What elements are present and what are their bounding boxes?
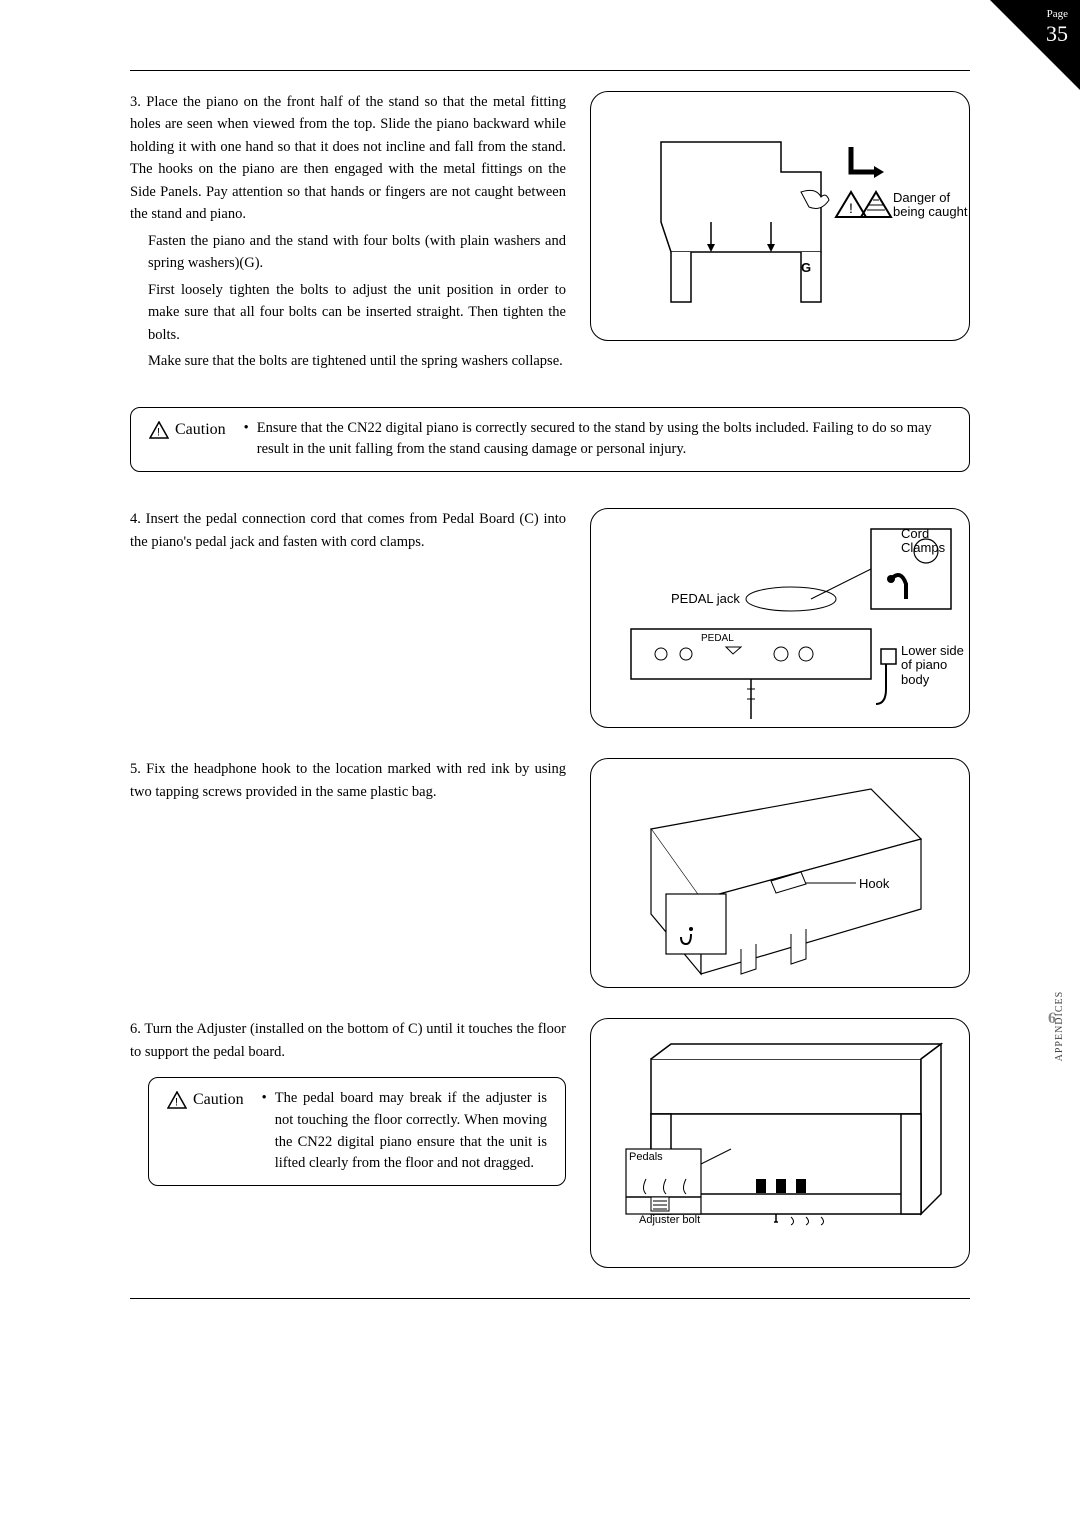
warning-icon: ! xyxy=(167,1091,187,1109)
rule-bottom xyxy=(130,1298,970,1299)
caution-2-text: The pedal board may break if the adjuste… xyxy=(275,1088,547,1175)
step-3-p4: Make sure that the bolts are tightened u… xyxy=(130,350,566,372)
step-5-text-wrap: 5. Fix the headphone hook to the locatio… xyxy=(130,758,566,807)
bullet-dot: • xyxy=(244,418,249,462)
step-4-number: 4. xyxy=(130,511,141,527)
figure-step-4: PEDAL jack CordClamps PEDAL Lower side o… xyxy=(590,508,970,728)
step-4-text: Insert the pedal connection cord that co… xyxy=(130,511,566,549)
svg-text:!: ! xyxy=(175,1097,178,1109)
figure-step-6-svg xyxy=(591,1019,971,1269)
figure-step-5-svg xyxy=(591,759,971,989)
fig3-danger2: being caught xyxy=(893,204,967,219)
step-6-number: 6. xyxy=(130,1021,141,1037)
fig3-label-g: G xyxy=(801,260,811,275)
fig5-hook: Hook xyxy=(859,876,889,891)
step-3-text: 3. Place the piano on the front half of … xyxy=(130,91,566,377)
step-3-p3: First loosely tighten the bolts to adjus… xyxy=(130,279,566,346)
step-5-text: Fix the headphone hook to the location m… xyxy=(130,761,566,799)
step-5: 5. Fix the headphone hook to the locatio… xyxy=(130,758,970,988)
fig4-cord: CordClamps xyxy=(901,527,945,556)
section-tab: APPENDICES xyxy=(1055,991,1066,1062)
caution-1-text: Ensure that the CN22 digital piano is co… xyxy=(257,418,951,462)
chapter-number: 6 xyxy=(1048,1010,1056,1028)
step-6-text-wrap: 6. Turn the Adjuster (installed on the b… xyxy=(130,1018,566,1186)
fig6-pedals: Pedals xyxy=(629,1151,663,1163)
figure-step-5: Hook xyxy=(590,758,970,988)
svg-text:!: ! xyxy=(157,426,160,438)
step-3-number: 3. xyxy=(130,94,141,110)
warning-icon: ! xyxy=(149,421,169,439)
step-6: 6. Turn the Adjuster (installed on the b… xyxy=(130,1018,970,1268)
caution-2-body: • The pedal board may break if the adjus… xyxy=(262,1088,547,1175)
caution-1-label-group: ! Caution xyxy=(149,418,226,442)
page-label: Page xyxy=(1046,8,1068,21)
step-4: 4. Insert the pedal connection cord that… xyxy=(130,508,970,728)
step-3: 3. Place the piano on the front half of … xyxy=(130,91,970,377)
caution-2-label: Caution xyxy=(193,1088,244,1112)
caution-2-label-group: ! Caution xyxy=(167,1088,244,1112)
fig4-panel: PEDAL xyxy=(701,633,734,644)
page-number: 35 xyxy=(1046,21,1068,47)
page-number-badge: Page 35 xyxy=(1046,8,1068,48)
figure-step-6: Pedals Adjuster bolt xyxy=(590,1018,970,1268)
caution-box-2: ! Caution • The pedal board may break if… xyxy=(148,1077,566,1186)
fig6-adjuster: Adjuster bolt xyxy=(639,1215,700,1226)
step-4-text-wrap: 4. Insert the pedal connection cord that… xyxy=(130,508,566,557)
page-content: 3. Place the piano on the front half of … xyxy=(0,0,1080,1359)
rule-top xyxy=(130,70,970,71)
svg-text:!: ! xyxy=(849,200,853,216)
fig3-danger1: Danger of xyxy=(893,190,950,205)
step-3-p2: Fasten the piano and the stand with four… xyxy=(130,230,566,275)
caution-1-label: Caution xyxy=(175,418,226,442)
fig4-jack: PEDAL jack xyxy=(671,591,740,606)
bullet-dot: • xyxy=(262,1088,267,1175)
step-5-number: 5. xyxy=(130,761,141,777)
step-6-text: Turn the Adjuster (installed on the bott… xyxy=(130,1021,566,1059)
caution-box-1: ! Caution • Ensure that the CN22 digital… xyxy=(130,407,970,473)
figure-step-3: ! G Danger of being caught xyxy=(590,91,970,341)
fig4-lower: Lower side of piano body xyxy=(901,644,971,687)
caution-1-body: • Ensure that the CN22 digital piano is … xyxy=(244,418,951,462)
step-3-p1: Place the piano on the front half of the… xyxy=(130,94,566,222)
